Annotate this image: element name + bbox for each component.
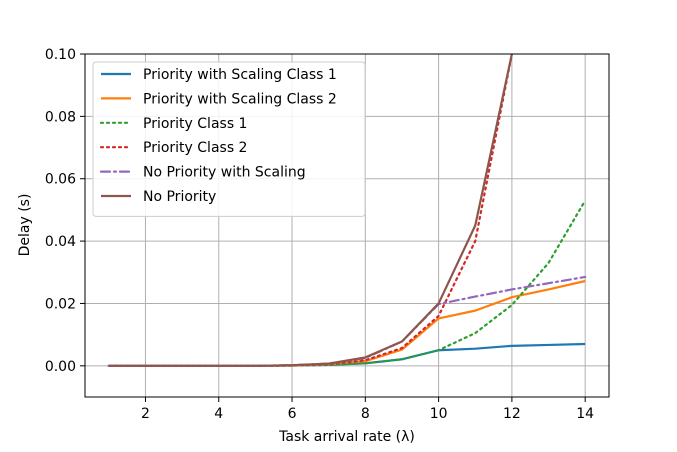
legend-box [92, 61, 366, 217]
legend-label-3: Priority Class 1 [143, 116, 247, 132]
y-tick-label: 0.00 [45, 359, 76, 375]
x-tick-label: 4 [214, 406, 223, 422]
x-tick-label: 6 [288, 406, 297, 422]
legend: Priority with Scaling Class 1 Priority wi… [92, 61, 366, 217]
y-tick-label: 0.02 [45, 296, 76, 312]
series-line-6 [108, 54, 513, 367]
series-line-3 [107, 199, 587, 367]
legend-label-6: No Priority [143, 189, 216, 205]
x-tick-label: 14 [576, 406, 594, 422]
legend-label-5: No Priority with Scaling [143, 165, 306, 181]
y-tick-label: 0.10 [45, 47, 76, 63]
x-tick-label: 8 [361, 406, 370, 422]
x-axis-label: Task arrival rate (λ) [278, 429, 415, 445]
y-tick-label: 0.04 [45, 234, 76, 250]
y-tick-label: 0.06 [45, 172, 76, 188]
y-tick-label: 0.08 [45, 109, 76, 125]
x-tick-label: 2 [141, 406, 150, 422]
series-line-5 [107, 275, 587, 367]
y-axis-label: Delay (s) [17, 194, 33, 257]
plot-frame [84, 53, 610, 398]
series-line-2 [108, 279, 586, 367]
legend-label-1: Priority with Scaling Class 1 [143, 67, 337, 83]
legend-label-2: Priority with Scaling Class 2 [143, 91, 337, 107]
x-tick-label: 12 [503, 406, 521, 422]
axis-ticks: 2 4 6 8 10 12 14 0.00 0.02 0.04 0.06 0.08 0.10 [45, 47, 594, 422]
x-tick-label: 10 [430, 406, 448, 422]
data-series [107, 54, 587, 367]
legend-label-4: Priority Class 2 [143, 140, 247, 156]
